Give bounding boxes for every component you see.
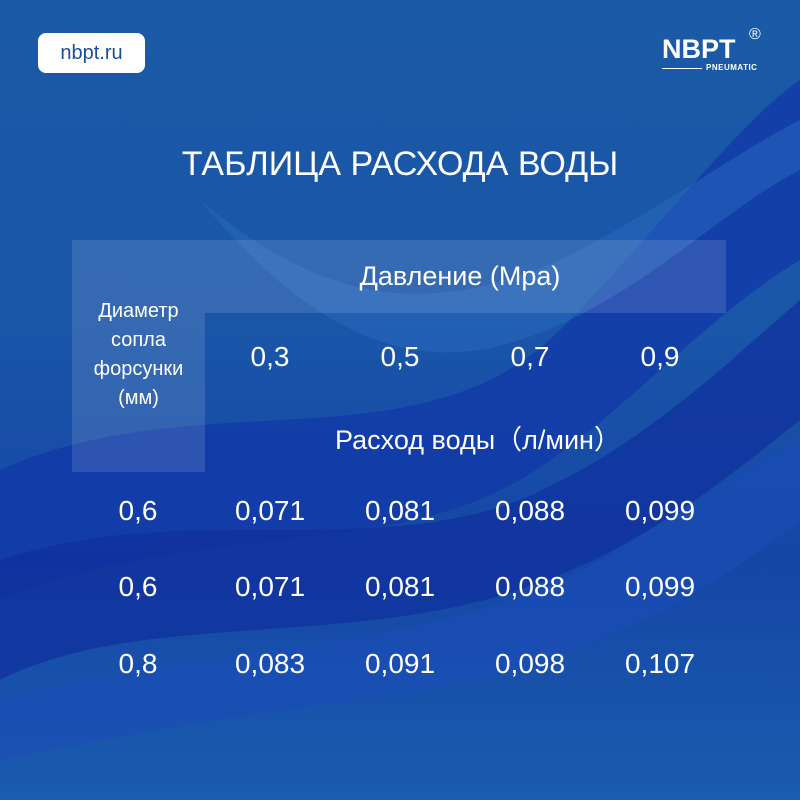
pressure-header-panel	[205, 240, 726, 313]
nbpt-logo: NBPT ® PNEUMATIC	[660, 26, 770, 75]
page-title: ТАБЛИЦА РАСХОДА ВОДЫ	[181, 145, 619, 183]
flow-header: Расход воды（л/мин）	[335, 425, 621, 455]
flow-cell: 0,081	[364, 571, 436, 602]
flow-cell: 0,088	[494, 571, 566, 602]
logo-line	[662, 68, 702, 69]
flow-cell: 0,107	[624, 648, 696, 679]
pressure-header: Давление (Mpa)	[359, 261, 561, 291]
pressure-value: 0,9	[640, 341, 680, 372]
diameter-cell: 0,6	[118, 495, 158, 526]
diameter-cell: 0,6	[118, 571, 158, 602]
diameter-header-panel	[72, 240, 205, 472]
logo-sub: PNEUMATIC	[706, 63, 758, 72]
pressure-value: 0,3	[250, 341, 290, 372]
flow-cell: 0,091	[364, 648, 436, 679]
diameter-header-line: (мм)	[118, 387, 159, 409]
flow-cell: 0,071	[234, 495, 306, 526]
registered-mark: ®	[749, 26, 761, 43]
logo-word: NBPT	[662, 34, 736, 64]
flow-cell: 0,098	[494, 648, 566, 679]
site-badge[interactable]: nbpt.ru	[38, 33, 145, 73]
flow-cell: 0,088	[494, 495, 566, 526]
pressure-value: 0,7	[510, 341, 550, 372]
flow-cell: 0,099	[624, 571, 696, 602]
pressure-value: 0,5	[380, 341, 420, 372]
diameter-header: Диаметр сопла форсунки (мм)	[72, 297, 205, 413]
diameter-cell: 0,8	[118, 648, 158, 679]
flow-cell: 0,071	[234, 571, 306, 602]
flow-cell: 0,083	[234, 648, 306, 679]
diameter-header-line: Диаметр	[98, 300, 179, 322]
flow-cell: 0,081	[364, 495, 436, 526]
diameter-header-line: форсунки	[93, 358, 184, 380]
flow-cell: 0,099	[624, 495, 696, 526]
diameter-header-line: сопла	[111, 329, 166, 351]
